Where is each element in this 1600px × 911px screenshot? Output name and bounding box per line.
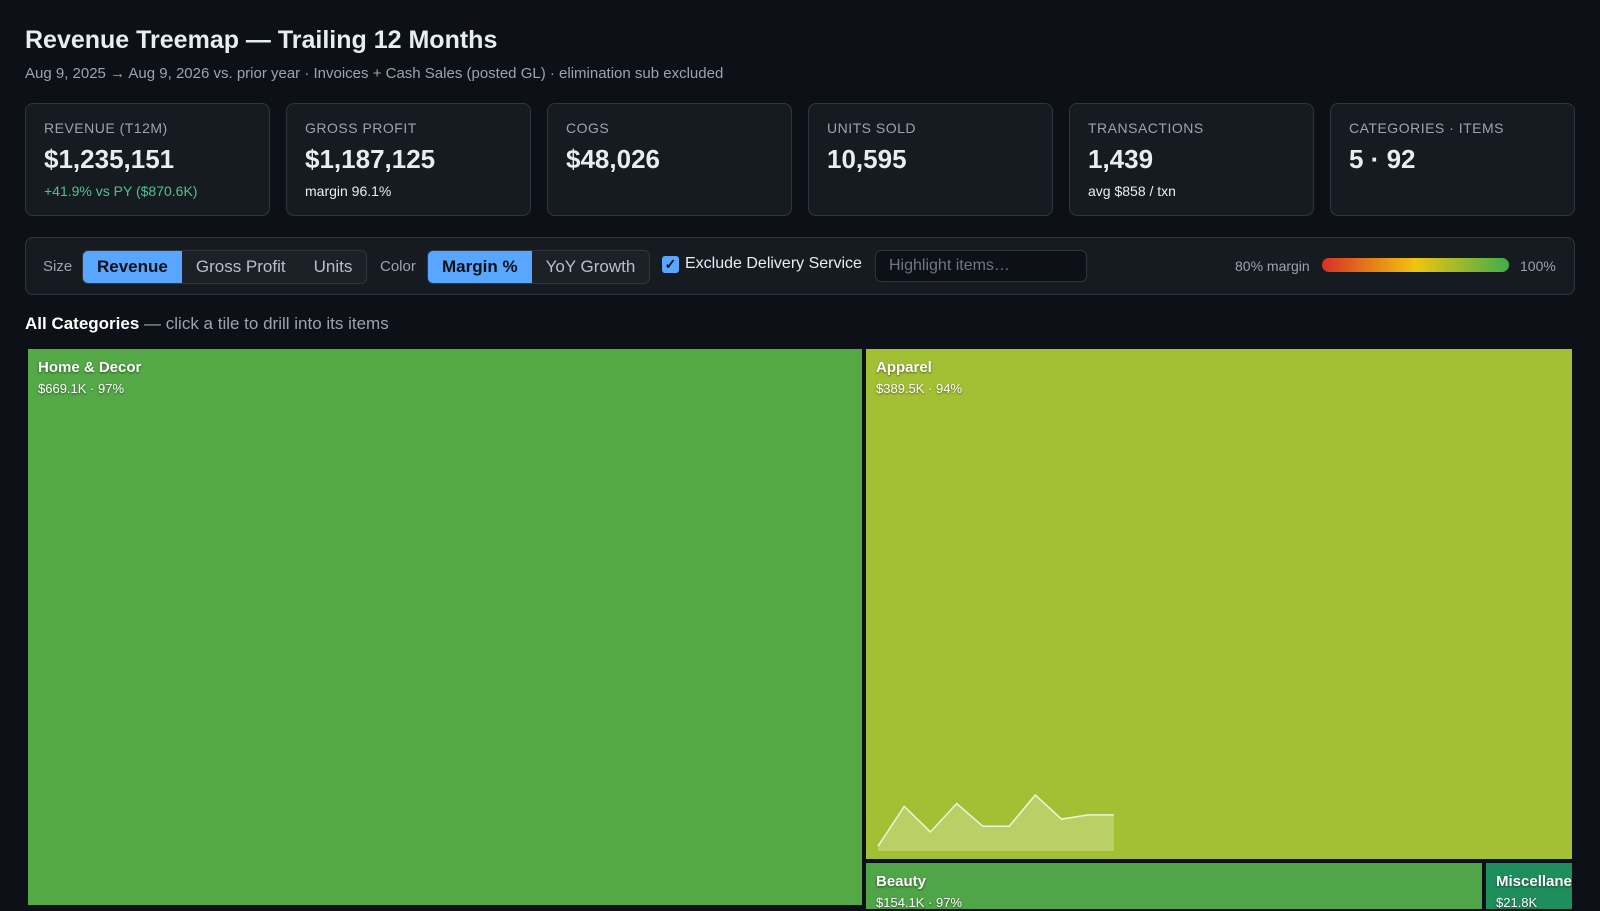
kpi-label: REVENUE (T12M) — [44, 120, 168, 136]
checkbox-box[interactable]: ✓ — [662, 255, 679, 273]
size-option[interactable]: Revenue — [83, 251, 182, 283]
color-label: Color — [380, 258, 416, 275]
sparkline-area — [878, 795, 1114, 851]
breadcrumb-hint: — click a tile to drill into its items — [144, 314, 389, 333]
kpi-card: REVENUE (T12M) $1,235,151 +41.9% vs PY ($8… — [25, 103, 270, 216]
kpi-value: 1,439 — [1088, 144, 1154, 174]
legend-max: 100% — [1520, 258, 1556, 274]
color-option[interactable]: Margin % — [428, 251, 532, 283]
kpi-card: COGS $48,026 — [547, 103, 792, 216]
subtitle: Aug 9, 2025 → Aug 9, 2026 vs. prior year… — [25, 65, 724, 82]
sparkline-line — [877, 793, 1114, 847]
kpi-label: TRANSACTIONS — [1088, 120, 1204, 136]
tile[interactable]: Home & Decor $669.1K · 97% — [26, 347, 864, 907]
tile-name[interactable]: Apparel — [876, 359, 932, 376]
legend-gradient — [1322, 258, 1509, 272]
kpi-value: 5 · 92 — [1349, 144, 1416, 174]
kpi-value: $1,187,125 — [305, 144, 436, 174]
page-title: Revenue Treemap — Trailing 12 Months — [25, 26, 498, 54]
highlight-search[interactable] — [875, 250, 1087, 282]
checkbox-label[interactable]: Exclude Delivery Service — [685, 255, 862, 272]
tile-name[interactable]: Beauty — [876, 873, 927, 890]
kpi-label: UNITS SOLD — [827, 120, 917, 136]
breadcrumb: All Categories — click a tile to drill i… — [25, 314, 389, 334]
legend-min: 80% margin — [1235, 258, 1310, 274]
breadcrumb-title: All Categories — [25, 314, 140, 333]
kpi-card: UNITS SOLD 10,595 — [808, 103, 1053, 216]
sparkline — [877, 793, 1114, 851]
tile[interactable]: Apparel $389.5K · 94% — [864, 347, 1574, 861]
controls-bar: Size Revenue Gross Profit Units Color Marg… — [25, 237, 1575, 295]
kpi-card: CATEGORIES · ITEMS 5 · 92 — [1330, 103, 1575, 216]
kpi-sub: +41.9% vs PY ($870.6K) — [44, 183, 198, 199]
kpi-card: TRANSACTIONS 1,439 avg $858 / txn — [1069, 103, 1314, 216]
size-label: Size — [43, 258, 73, 275]
tile-detail[interactable]: $154.1K · 97% — [876, 895, 963, 910]
color-toggle: Margin % YoY Growth — [427, 250, 651, 284]
tile-detail[interactable]: $669.1K · 97% — [38, 381, 125, 396]
size-toggle: Revenue Gross Profit Units — [82, 250, 368, 284]
kpi-label: CATEGORIES · ITEMS — [1349, 120, 1504, 136]
tile-detail[interactable]: $389.5K · 94% — [876, 381, 963, 396]
kpi-sub: avg $858 / txn — [1088, 183, 1176, 199]
kpi-label: GROSS PROFIT — [305, 120, 417, 136]
kpi-label: COGS — [566, 120, 610, 136]
size-option[interactable]: Gross Profit — [195, 257, 286, 276]
tile[interactable]: Miscellaneous $21.8K — [1484, 861, 1574, 911]
kpi-value: $48,026 — [566, 144, 660, 174]
kpi-sub: margin 96.1% — [305, 183, 392, 199]
tile[interactable]: Beauty $154.1K · 97% — [864, 861, 1484, 911]
kpi-card: GROSS PROFIT $1,187,125 margin 96.1% — [286, 103, 531, 216]
tile-detail[interactable]: $21.8K — [1496, 895, 1538, 910]
exclude-checkbox[interactable]: ✓ Exclude Delivery Service — [662, 255, 862, 273]
color-option[interactable]: YoY Growth — [545, 257, 636, 276]
kpi-value: 10,595 — [827, 144, 907, 174]
tile-name[interactable]: Home & Decor — [38, 359, 142, 376]
kpi-value: $1,235,151 — [44, 144, 175, 174]
tile-name[interactable]: Miscellaneous — [1496, 873, 1572, 890]
size-option[interactable]: Units — [313, 257, 353, 276]
